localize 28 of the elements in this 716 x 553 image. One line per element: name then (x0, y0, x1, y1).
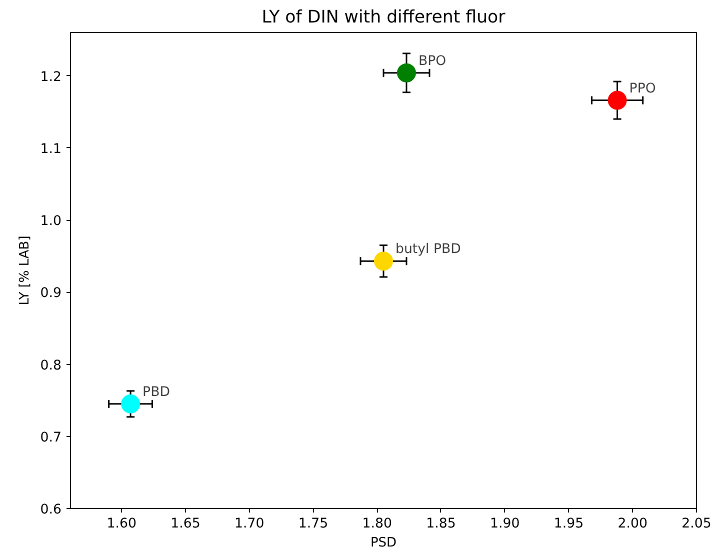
point (608, 90, 627, 110)
point (396, 63, 416, 82)
x-tick-label: 1.60 (106, 516, 136, 532)
x-tick-label: 1.90 (490, 516, 520, 532)
y-tick-label: 1.2 (40, 70, 62, 85)
x-tick-label: 1.75 (298, 516, 328, 532)
x-tick-label: 2.00 (618, 516, 648, 532)
annotation: butyl PBD (396, 242, 461, 258)
y-tick-label: 0.7 (40, 430, 62, 446)
chart-title: LY of DIN with different fluor (262, 8, 506, 28)
x-tick-label: 1.65 (170, 516, 200, 532)
x-tick-label: 1.85 (426, 516, 456, 532)
y-tick-label: 0.6 (40, 502, 62, 518)
y-axis-title: LY [% LAB] (17, 236, 32, 306)
x-tick-label: 1.80 (362, 516, 392, 532)
x-tick-label: 2.05 (682, 516, 712, 532)
y-tick-label: 1.0 (40, 214, 62, 230)
y-tick-label: 1.1 (40, 142, 62, 157)
x-tick-label: 1.70 (234, 516, 264, 532)
y-tick-label: 0.8 (40, 358, 62, 374)
x-tick-label: 1.95 (554, 516, 584, 532)
annotation: PPO (629, 81, 656, 96)
annotation: BPO (418, 54, 446, 69)
point (121, 394, 140, 414)
x-axis-title: PSD (370, 536, 397, 550)
annotation: PBD (142, 384, 170, 400)
point (374, 252, 393, 271)
y-tick-label: 0.9 (40, 286, 62, 302)
